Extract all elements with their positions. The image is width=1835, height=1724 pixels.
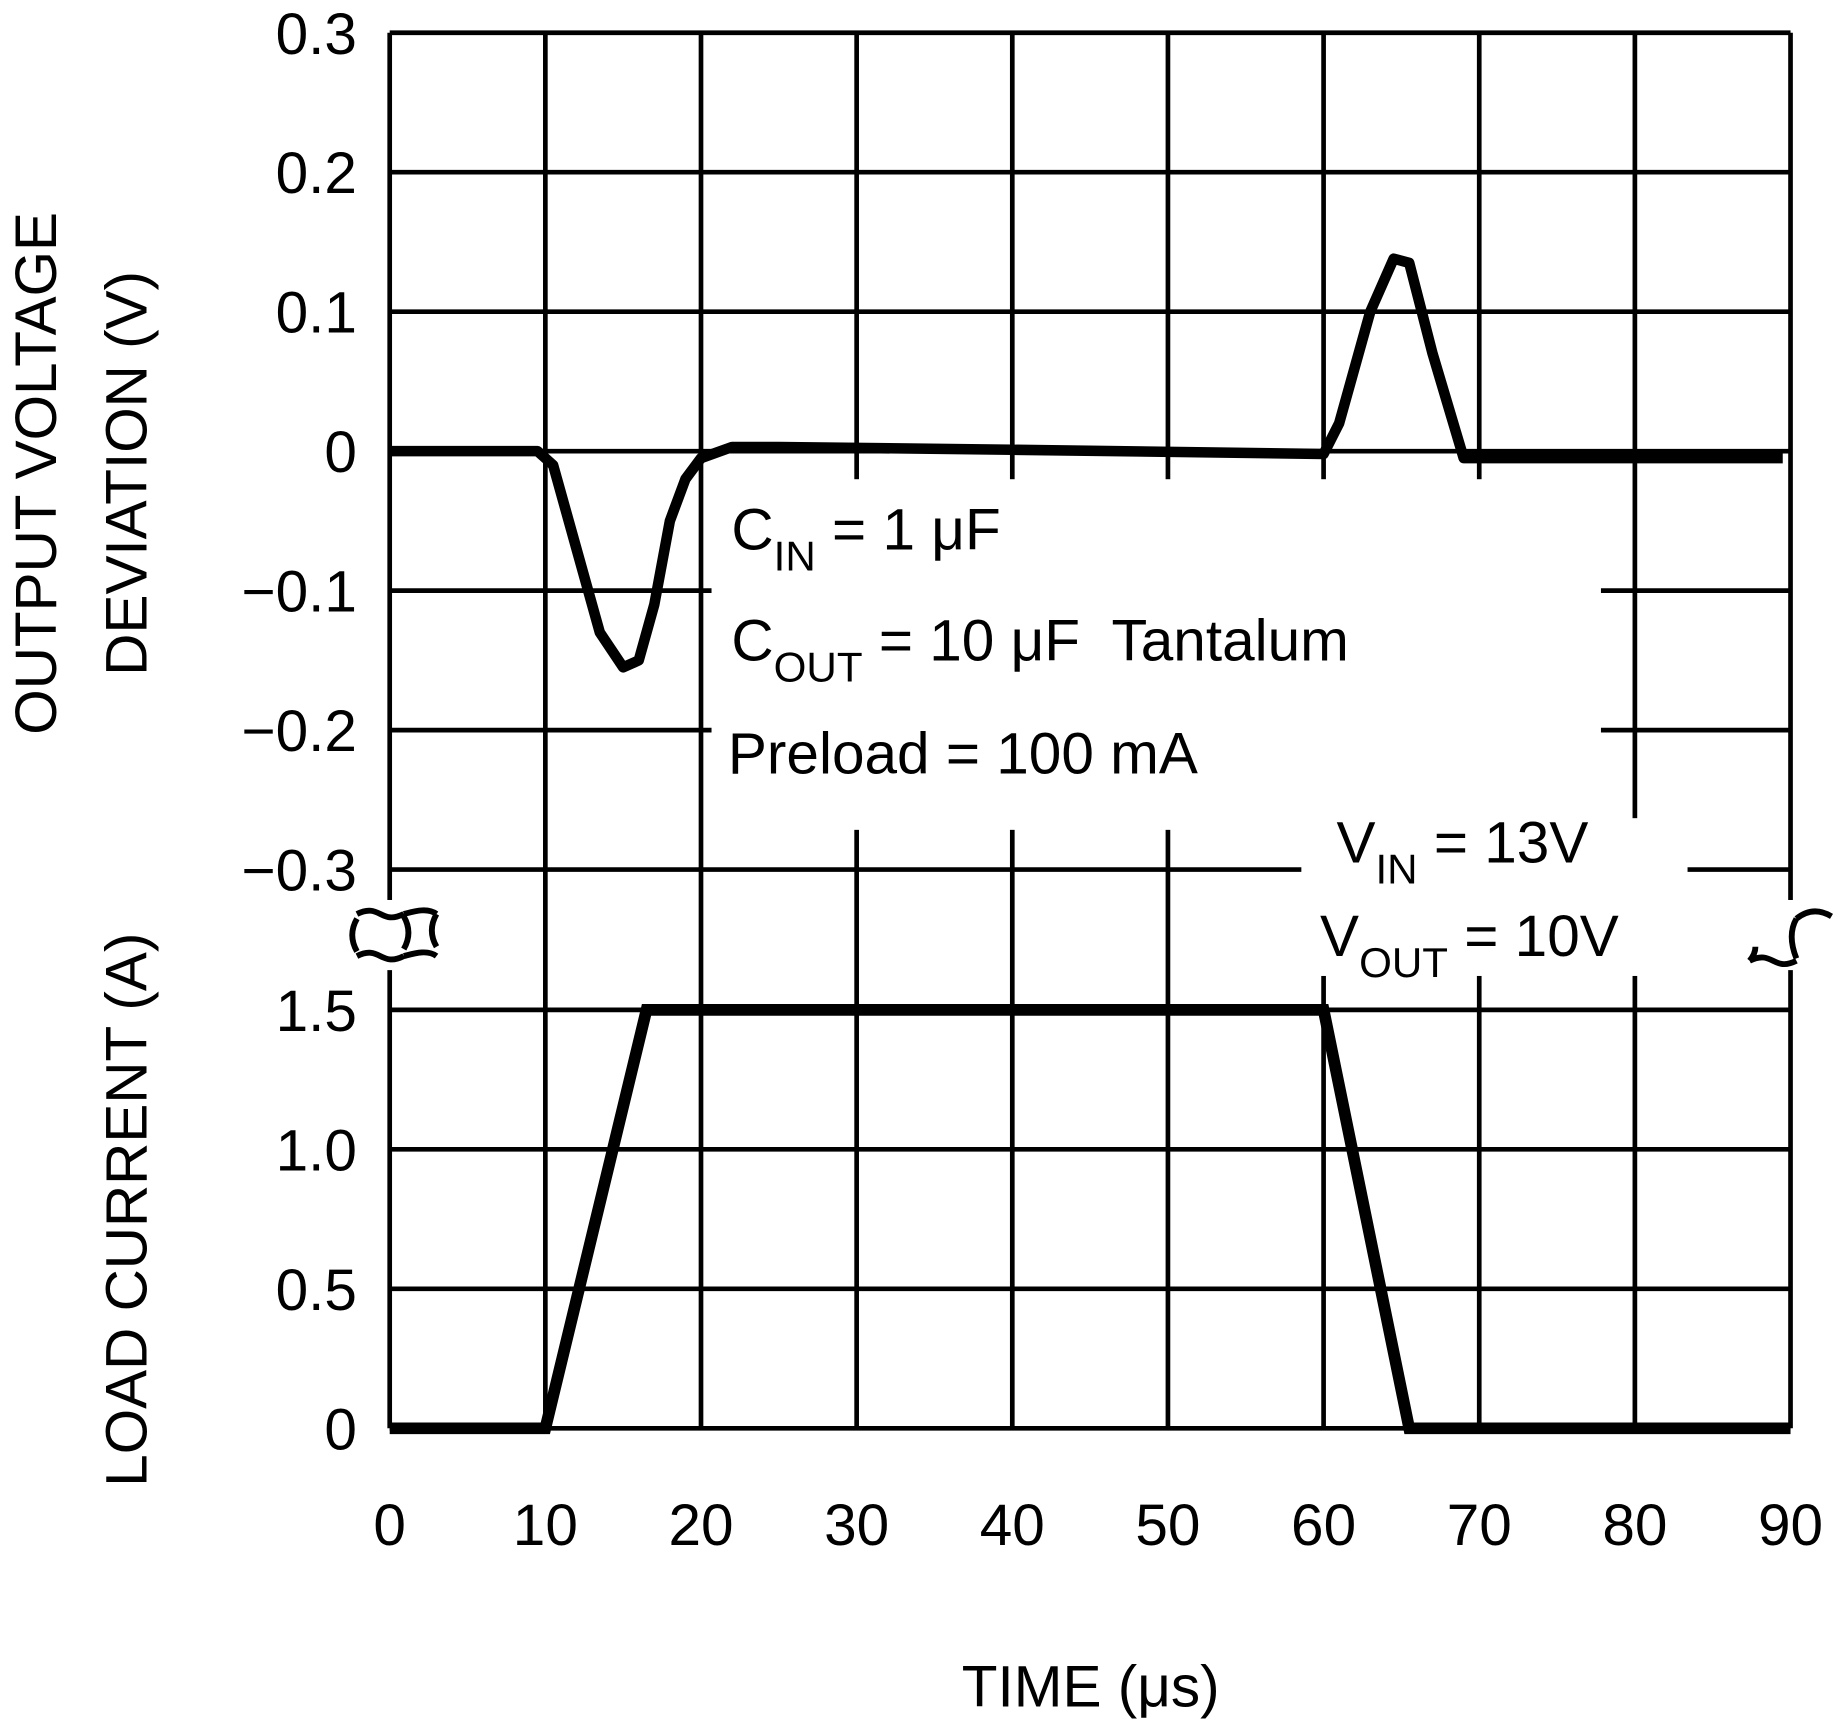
y-tick-label-voltage: 0 — [324, 420, 357, 485]
y-tick-label-current: 0.5 — [276, 1258, 357, 1323]
y-axis-label-voltage-line2: DEVIATION (V) — [94, 271, 159, 676]
x-axis-label: TIME (μs) — [962, 1655, 1220, 1720]
y-tick-label-current: 0 — [324, 1397, 357, 1462]
x-tick-label: 60 — [1291, 1493, 1356, 1558]
x-tick-label: 50 — [1135, 1493, 1200, 1558]
voltage-deviation-line — [389, 253, 1783, 673]
load-current-line — [389, 1004, 1791, 1435]
annotation-vin: VIN = 13V — [1336, 811, 1588, 893]
y-tick-label-current: 1.5 — [276, 979, 357, 1044]
annotation-preload: Preload = 100 mA — [728, 722, 1198, 787]
annotation-background — [1301, 818, 1688, 976]
x-tick-label: 90 — [1758, 1493, 1823, 1558]
annotation-vout: VOUT = 10V — [1320, 904, 1619, 986]
series — [389, 253, 1791, 1435]
x-tick-label: 0 — [373, 1493, 406, 1558]
annotation-cout: COUT = 10 μF Tantalum — [731, 608, 1348, 690]
y-axis-label-voltage-line1: OUTPUT VOLTAGE — [4, 212, 69, 735]
annotation-background — [711, 479, 1601, 830]
y-tick-label-voltage: 0.2 — [276, 141, 357, 206]
y-tick-label-current: 1.0 — [276, 1118, 357, 1183]
x-tick-label: 70 — [1447, 1493, 1512, 1558]
x-tick-label: 40 — [980, 1493, 1045, 1558]
tick-labels: 0 10 20 30 40 50 60 70 80 90 0.3 0.2 0.1 0 −0.1 −0.2 −0.… — [241, 2, 1823, 1558]
y-tick-label-voltage: −0.2 — [241, 699, 357, 764]
y-axis-label-current: LOAD CURRENT (A) — [94, 933, 159, 1487]
y-tick-label-voltage: −0.3 — [241, 839, 357, 904]
y-tick-label-voltage: 0.1 — [276, 281, 357, 346]
y-tick-label-voltage: 0.3 — [276, 2, 357, 67]
annotation-cin: CIN = 1 μF — [731, 497, 1000, 579]
x-tick-label: 30 — [824, 1493, 889, 1558]
x-tick-label: 20 — [668, 1493, 733, 1558]
x-tick-label: 10 — [513, 1493, 578, 1558]
y-tick-label-voltage: −0.1 — [241, 560, 357, 625]
x-tick-label: 80 — [1602, 1493, 1667, 1558]
axis-break-left-icon — [349, 907, 440, 963]
axis-break-right-icon — [1747, 908, 1833, 968]
